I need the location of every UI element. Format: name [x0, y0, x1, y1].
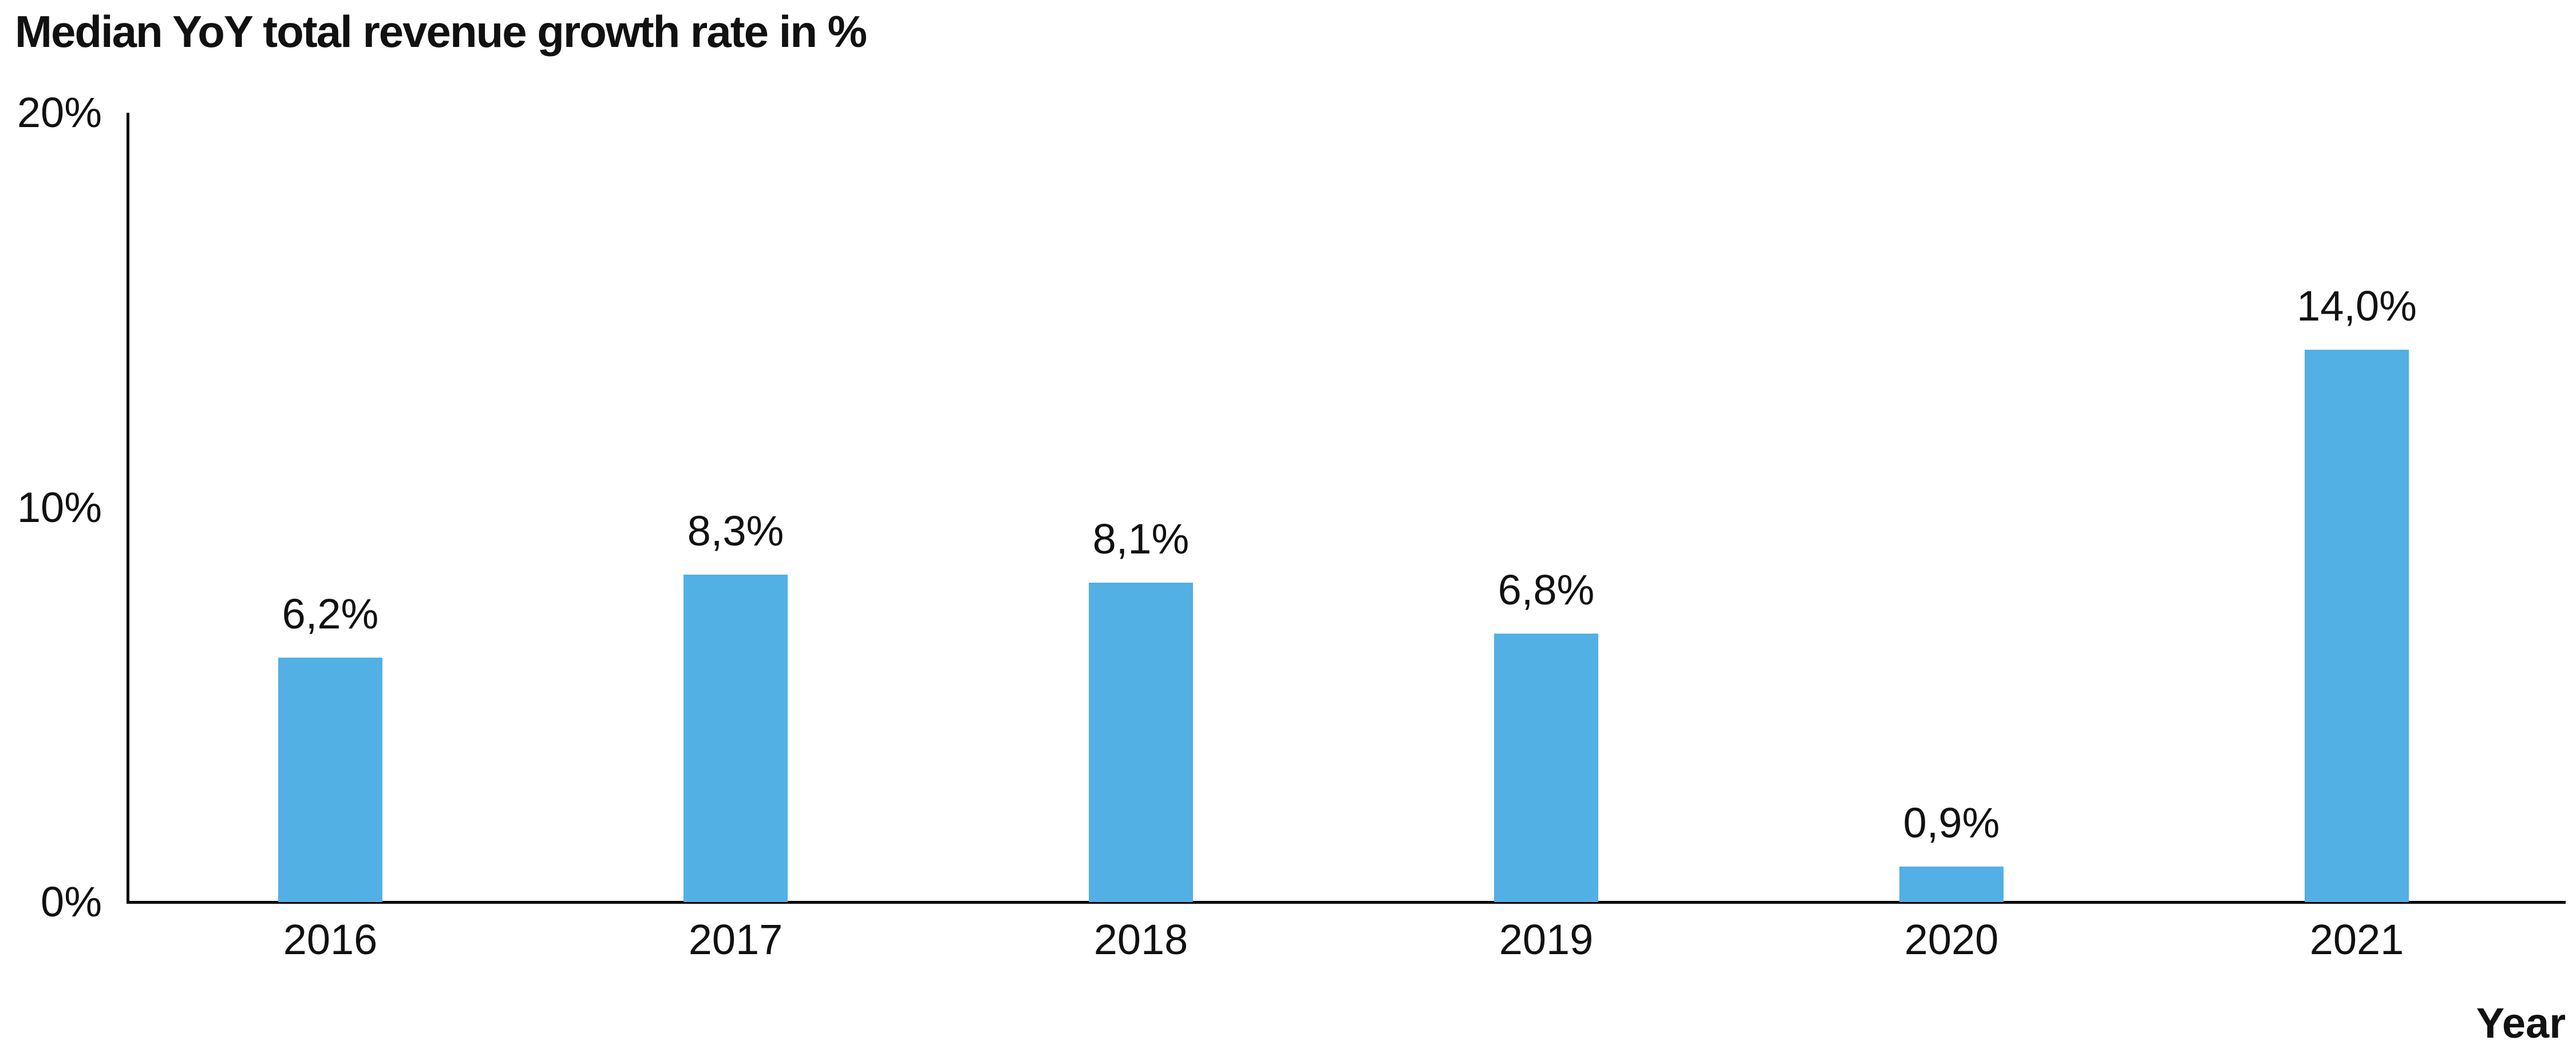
x-axis-line: [127, 901, 2566, 904]
x-axis-tick-label-2020: 2020: [1904, 916, 1999, 963]
bar-value-label-2020: 0,9%: [1903, 799, 2000, 847]
bar-2020: [1899, 867, 2004, 902]
chart-title: Median YoY total revenue growth rate in …: [15, 6, 867, 57]
bar-value-label-2019: 6,8%: [1498, 566, 1595, 614]
y-axis-tick-label-20: 20%: [17, 89, 102, 136]
bar-2017: [683, 575, 788, 902]
y-axis-line: [127, 113, 129, 903]
x-axis-tick-label-2016: 2016: [283, 916, 378, 963]
x-axis-tick-label-2019: 2019: [1499, 916, 1594, 963]
bar-2019: [1494, 634, 1598, 902]
bar-2018: [1089, 583, 1193, 902]
bar-value-label-2016: 6,2%: [282, 590, 379, 638]
bar-value-label-2021: 14,0%: [2297, 282, 2417, 330]
bar-value-label-2017: 8,3%: [687, 507, 784, 555]
x-axis-tick-label-2017: 2017: [688, 916, 783, 963]
y-axis-tick-label-0: 0%: [41, 878, 102, 926]
x-axis-tick-label-2021: 2021: [2309, 916, 2404, 963]
bar-value-label-2018: 8,1%: [1092, 515, 1190, 563]
bar-2021: [2305, 350, 2409, 902]
x-axis-tick-label-2018: 2018: [1093, 916, 1188, 963]
x-axis-title: Year: [2476, 999, 2566, 1047]
y-axis-tick-label-10: 10%: [17, 484, 102, 531]
bar-2016: [278, 658, 382, 902]
